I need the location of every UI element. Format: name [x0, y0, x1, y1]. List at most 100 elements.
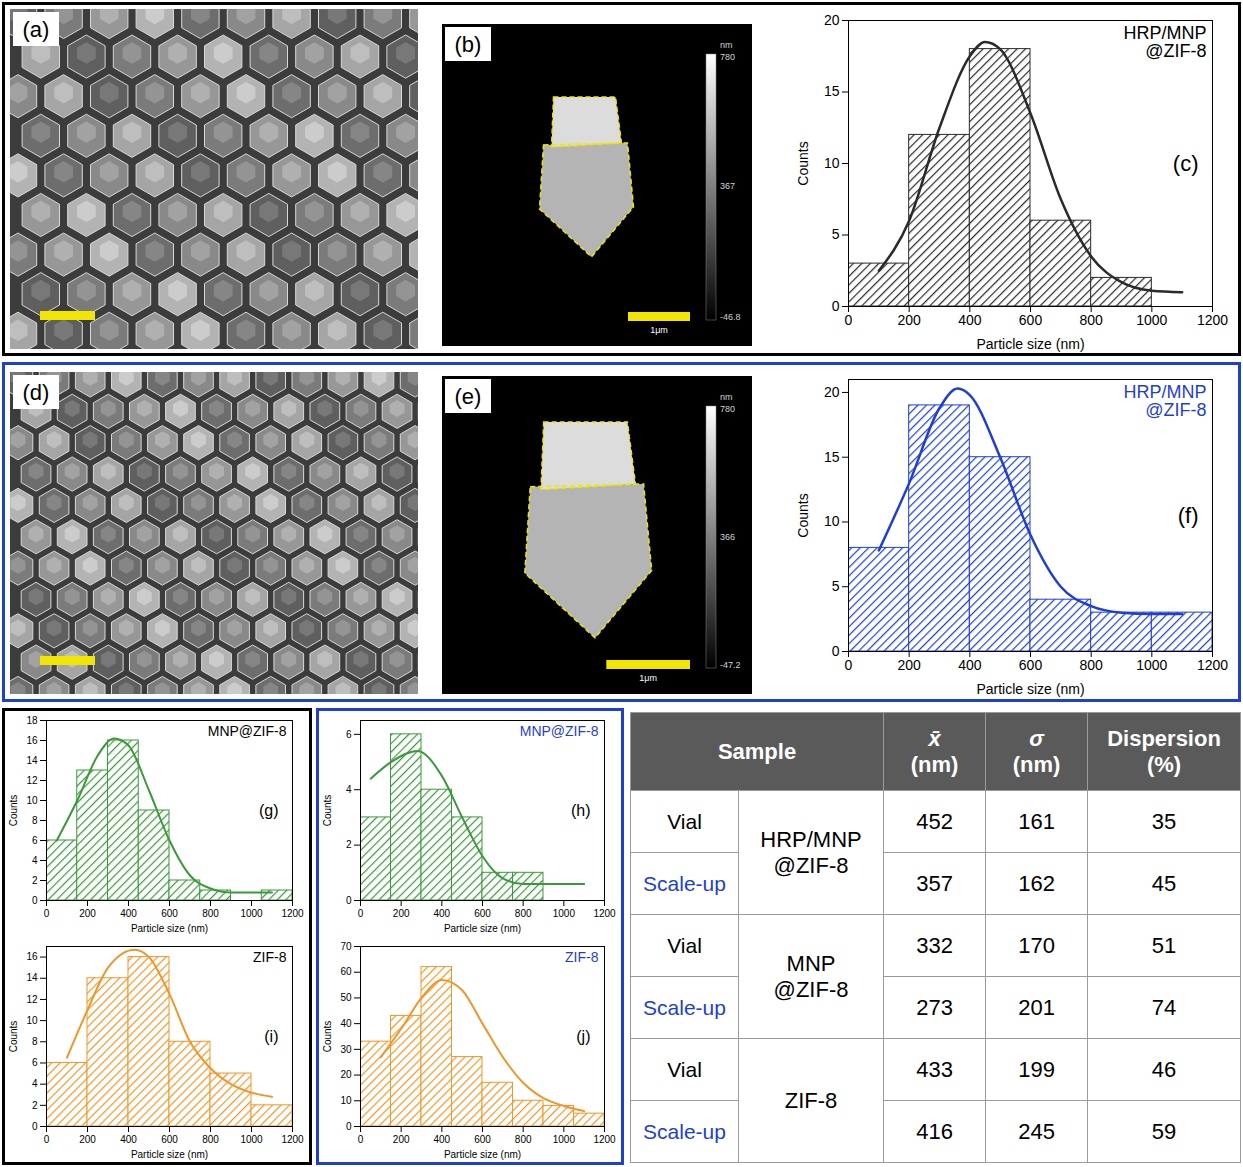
svg-text:0: 0: [358, 1134, 364, 1145]
svg-text:400: 400: [433, 1134, 450, 1145]
svg-text:5: 5: [832, 578, 840, 594]
svg-text:10: 10: [26, 795, 38, 806]
svg-text:-47.2: -47.2: [720, 660, 741, 670]
svg-text:Particle size (nm): Particle size (nm): [444, 1149, 521, 1160]
svg-text:18: 18: [26, 715, 38, 726]
svg-text:1000: 1000: [1136, 312, 1167, 328]
svg-text:-46.8: -46.8: [720, 312, 741, 322]
svg-text:800: 800: [515, 908, 532, 919]
svg-text:1200: 1200: [1197, 312, 1228, 328]
svg-text:16: 16: [26, 951, 38, 962]
svg-text:366: 366: [720, 532, 735, 542]
svg-text:800: 800: [202, 1134, 219, 1145]
svg-text:0: 0: [845, 312, 853, 328]
svg-text:(i): (i): [264, 1028, 278, 1045]
svg-text:1000: 1000: [553, 908, 576, 919]
svg-text:1200: 1200: [593, 1134, 616, 1145]
svg-text:0: 0: [32, 895, 38, 906]
svg-text:200: 200: [897, 657, 921, 673]
svg-text:20: 20: [824, 12, 840, 28]
svg-text:Counts: Counts: [322, 795, 333, 827]
svg-text:4: 4: [32, 855, 38, 866]
svg-text:1200: 1200: [1197, 657, 1228, 673]
svg-text:2: 2: [32, 1100, 38, 1111]
svg-text:15: 15: [824, 83, 840, 99]
svg-text:2: 2: [32, 875, 38, 886]
svg-text:400: 400: [120, 908, 137, 919]
svg-text:6: 6: [32, 1057, 38, 1068]
svg-text:10: 10: [340, 1095, 352, 1106]
svg-text:367: 367: [720, 181, 735, 191]
svg-text:1200: 1200: [281, 908, 304, 919]
svg-text:14: 14: [26, 755, 38, 766]
svg-text:20: 20: [340, 1069, 352, 1080]
svg-text:600: 600: [474, 1134, 491, 1145]
svg-text:4: 4: [32, 1078, 38, 1089]
svg-text:0: 0: [346, 895, 352, 906]
svg-text:MNP@ZIF-8: MNP@ZIF-8: [208, 723, 287, 739]
svg-text:(e): (e): [455, 384, 482, 409]
svg-text:1μm: 1μm: [639, 673, 657, 683]
svg-text:800: 800: [1079, 312, 1103, 328]
svg-text:Counts: Counts: [795, 141, 811, 185]
svg-text:800: 800: [1079, 657, 1103, 673]
svg-text:200: 200: [897, 312, 921, 328]
svg-text:nm: nm: [720, 392, 733, 402]
svg-text:800: 800: [515, 1134, 532, 1145]
svg-text:1000: 1000: [240, 1134, 263, 1145]
svg-text:nm: nm: [720, 40, 733, 50]
svg-text:800: 800: [202, 908, 219, 919]
svg-text:200: 200: [393, 1134, 410, 1145]
svg-text:20: 20: [824, 384, 840, 400]
svg-text:MNP@ZIF-8: MNP@ZIF-8: [520, 723, 599, 739]
svg-text:Particle size (nm): Particle size (nm): [131, 1149, 208, 1160]
svg-text:(j): (j): [576, 1028, 590, 1045]
svg-text:50: 50: [340, 992, 352, 1003]
svg-text:10: 10: [824, 513, 840, 529]
svg-text:600: 600: [161, 908, 178, 919]
svg-text:0: 0: [358, 908, 364, 919]
svg-text:Counts: Counts: [795, 493, 811, 537]
svg-text:(g): (g): [259, 802, 279, 819]
svg-text:Particle size (nm): Particle size (nm): [976, 336, 1084, 352]
svg-text:0: 0: [44, 1134, 50, 1145]
svg-text:200: 200: [79, 908, 96, 919]
svg-text:12: 12: [26, 775, 38, 786]
svg-text:600: 600: [161, 1134, 178, 1145]
svg-text:Counts: Counts: [8, 795, 19, 827]
svg-text:4: 4: [346, 784, 352, 795]
svg-text:400: 400: [958, 312, 982, 328]
svg-text:0: 0: [346, 1121, 352, 1132]
svg-text:30: 30: [340, 1044, 352, 1055]
svg-text:(b): (b): [455, 32, 482, 57]
svg-text:40: 40: [340, 1018, 352, 1029]
svg-text:600: 600: [1019, 657, 1043, 673]
svg-text:Particle size (nm): Particle size (nm): [976, 681, 1084, 697]
svg-text:Particle size (nm): Particle size (nm): [444, 923, 521, 934]
svg-text:(c): (c): [1173, 151, 1199, 176]
svg-text:ZIF-8: ZIF-8: [565, 949, 599, 965]
svg-text:0: 0: [44, 908, 50, 919]
svg-text:12: 12: [26, 994, 38, 1005]
svg-text:(d): (d): [23, 380, 50, 405]
svg-text:780: 780: [720, 52, 735, 62]
svg-text:(f): (f): [1178, 503, 1199, 528]
svg-text:60: 60: [340, 966, 352, 977]
svg-text:780: 780: [720, 404, 735, 414]
svg-text:1000: 1000: [1136, 657, 1167, 673]
svg-text:(h): (h): [571, 802, 591, 819]
svg-text:400: 400: [120, 1134, 137, 1145]
svg-text:HRP/MNP@ZIF-8: HRP/MNP@ZIF-8: [1123, 382, 1206, 420]
svg-text:16: 16: [26, 735, 38, 746]
svg-text:1000: 1000: [553, 1134, 576, 1145]
svg-text:200: 200: [79, 1134, 96, 1145]
svg-text:400: 400: [433, 908, 450, 919]
svg-text:Counts: Counts: [322, 1021, 333, 1053]
svg-text:6: 6: [346, 729, 352, 740]
svg-text:1200: 1200: [593, 908, 616, 919]
svg-text:0: 0: [832, 643, 840, 659]
svg-text:600: 600: [474, 908, 491, 919]
svg-text:(a): (a): [23, 17, 50, 42]
svg-text:0: 0: [32, 1121, 38, 1132]
svg-text:10: 10: [26, 1015, 38, 1026]
